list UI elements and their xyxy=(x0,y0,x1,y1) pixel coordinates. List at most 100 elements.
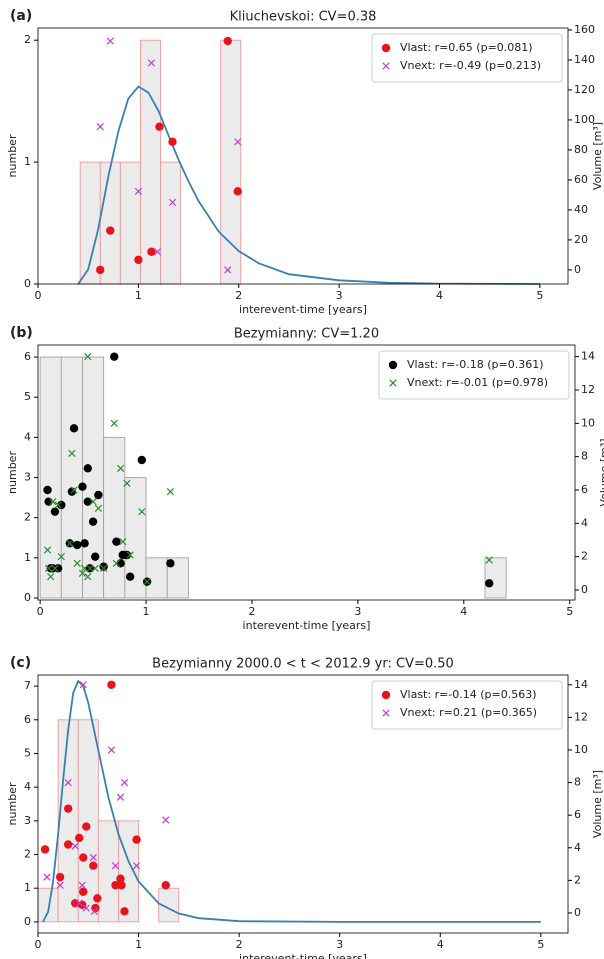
cross xyxy=(110,419,118,427)
point xyxy=(117,881,126,890)
hist-bar xyxy=(37,887,59,923)
y-tick-label: 5 xyxy=(24,746,31,759)
point xyxy=(122,550,132,560)
x-tick-label: 4 xyxy=(460,605,467,618)
cross xyxy=(224,266,232,274)
y2-axis-label: Volume [m³] xyxy=(591,122,604,190)
y-tick-label: 3 xyxy=(24,814,31,827)
cross xyxy=(153,248,162,256)
y2-tick-label: 80 xyxy=(574,143,588,156)
y2-tick-label: 12 xyxy=(581,383,595,396)
point xyxy=(83,497,92,506)
point xyxy=(120,907,129,916)
y-tick-label: 2 xyxy=(24,511,31,524)
hist-bar xyxy=(99,161,121,285)
hist-bar xyxy=(103,436,126,599)
legend-marker xyxy=(389,379,397,387)
x-tick-label: 4 xyxy=(437,938,444,951)
cross xyxy=(119,538,127,546)
cross xyxy=(57,553,65,561)
cross xyxy=(64,778,72,787)
point xyxy=(90,552,100,561)
x-tick-label: 5 xyxy=(537,938,544,951)
legend-label: Vnext: r=-0.49 (p=0.213) xyxy=(400,59,541,72)
y-tick-label: 6 xyxy=(24,713,31,726)
legend-box xyxy=(371,680,563,730)
panel-label: (b) xyxy=(10,325,33,341)
point xyxy=(112,537,121,546)
point xyxy=(72,540,82,550)
y2-tick-label: 14 xyxy=(574,678,588,691)
y-tick-label: 6 xyxy=(24,350,31,363)
cross xyxy=(112,559,121,567)
chart-title: Kliuchevskoi: CV=0.38 xyxy=(230,10,377,25)
x-tick-label: 2 xyxy=(235,289,242,302)
hist-bar xyxy=(119,161,141,285)
axes-frame xyxy=(37,27,569,285)
cross xyxy=(91,564,99,572)
y-tick-label: 1 xyxy=(24,551,31,564)
x-tick-label: 5 xyxy=(536,289,543,302)
cross xyxy=(80,564,89,572)
point xyxy=(147,247,156,256)
point xyxy=(75,833,84,843)
panel-label: (a) xyxy=(10,8,32,24)
legend-marker xyxy=(382,709,390,717)
point xyxy=(166,559,175,568)
x-tick-label: 2 xyxy=(248,605,255,618)
y-tick-label: 7 xyxy=(24,679,31,692)
point xyxy=(161,881,170,890)
chart-title: Bezymianny: CV=1.20 xyxy=(234,327,379,342)
hist-bar xyxy=(82,356,105,599)
cross xyxy=(116,464,125,472)
cross xyxy=(485,556,493,564)
fit-curve xyxy=(77,85,540,285)
legend-marker xyxy=(381,690,391,700)
x-axis-label: interevent-time [years] xyxy=(239,952,367,959)
point xyxy=(79,853,88,862)
y2-tick-label: 100 xyxy=(574,113,595,126)
y2-tick-label: 140 xyxy=(574,53,595,66)
x-tick-label: 2 xyxy=(236,938,243,951)
y2-tick-label: 4 xyxy=(574,841,581,854)
legend-box xyxy=(378,350,570,400)
point xyxy=(94,490,103,500)
point xyxy=(99,562,108,571)
y2-tick-label: 6 xyxy=(581,483,588,496)
cross xyxy=(134,187,143,195)
y-tick-label: 2 xyxy=(24,33,31,46)
y-axis-label: number xyxy=(6,782,19,825)
panel-label: (c) xyxy=(10,655,31,671)
hist-bar xyxy=(39,356,62,599)
point xyxy=(50,507,60,516)
cross xyxy=(90,907,98,915)
y-tick-label: 0 xyxy=(24,915,31,928)
point xyxy=(116,559,125,568)
y2-tick-label: 12 xyxy=(574,710,588,723)
cross xyxy=(43,546,52,554)
y-tick-label: 0 xyxy=(24,277,31,290)
axes-frame xyxy=(37,344,576,601)
y-tick-label: 0 xyxy=(24,591,31,604)
fit-curve xyxy=(42,679,541,923)
point xyxy=(53,564,63,573)
hist-bar xyxy=(124,477,147,599)
y2-tick-label: 20 xyxy=(574,233,588,246)
cross xyxy=(143,578,151,586)
cross xyxy=(120,778,129,787)
cross xyxy=(71,842,79,850)
cross xyxy=(96,123,104,131)
legend-marker xyxy=(388,360,398,370)
point xyxy=(485,579,494,588)
cross xyxy=(43,873,51,881)
cross xyxy=(126,551,134,559)
point xyxy=(116,874,125,883)
hist-bar xyxy=(79,161,101,285)
y-tick-label: 1 xyxy=(24,881,31,894)
x-axis-label: interevent-time [years] xyxy=(243,619,371,632)
cross xyxy=(86,564,94,572)
point xyxy=(107,680,116,689)
cross xyxy=(75,899,83,907)
x-tick-label: 0 xyxy=(37,605,44,618)
